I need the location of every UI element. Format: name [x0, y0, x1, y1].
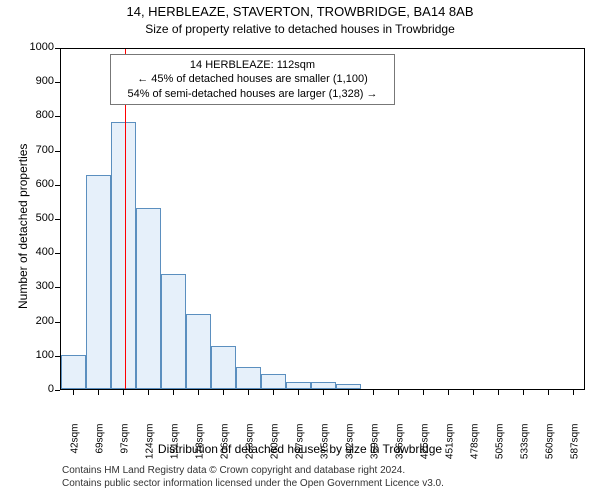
y-tick-mark — [55, 390, 60, 391]
histogram-bar — [161, 274, 186, 389]
x-tick-label: 69sqm — [94, 424, 105, 474]
x-tick-label: 560sqm — [544, 424, 555, 474]
x-tick-label: 287sqm — [294, 424, 305, 474]
histogram-bar — [336, 384, 361, 389]
x-tick-label: 206sqm — [219, 424, 230, 474]
y-tick-mark — [55, 219, 60, 220]
y-tick-mark — [55, 287, 60, 288]
x-tick-label: 42sqm — [69, 424, 80, 474]
annotation-box: 14 HERBLEAZE: 112sqm ← 45% of detached h… — [110, 54, 395, 105]
x-tick-label: 396sqm — [394, 424, 405, 474]
histogram-bar — [86, 175, 111, 389]
x-tick-label: 233sqm — [244, 424, 255, 474]
x-tick-label: 260sqm — [269, 424, 280, 474]
y-tick-label: 0 — [20, 383, 54, 395]
annotation-line-2: ← 45% of detached houses are smaller (1,… — [117, 72, 388, 86]
annotation-line-1: 14 HERBLEAZE: 112sqm — [117, 58, 388, 72]
x-tick-mark — [98, 390, 99, 395]
x-tick-label: 505sqm — [494, 424, 505, 474]
x-tick-mark — [148, 390, 149, 395]
x-tick-label: 478sqm — [469, 424, 480, 474]
x-tick-mark — [548, 390, 549, 395]
x-tick-label: 533sqm — [519, 424, 530, 474]
chart-subtitle: Size of property relative to detached ho… — [0, 22, 600, 36]
histogram-bar — [61, 355, 86, 389]
y-tick-label: 200 — [20, 315, 54, 327]
histogram-bar — [311, 382, 336, 389]
y-tick-label: 700 — [20, 144, 54, 156]
y-tick-label: 1000 — [20, 41, 54, 53]
x-tick-mark — [173, 390, 174, 395]
x-tick-mark — [248, 390, 249, 395]
y-tick-mark — [55, 253, 60, 254]
chart-title: 14, HERBLEAZE, STAVERTON, TROWBRIDGE, BA… — [0, 4, 600, 19]
x-tick-label: 315sqm — [319, 424, 330, 474]
x-tick-mark — [423, 390, 424, 395]
footer-line-2: Contains public sector information licen… — [62, 477, 444, 490]
histogram-bar — [111, 122, 136, 389]
y-tick-label: 400 — [20, 246, 54, 258]
x-tick-label: 178sqm — [194, 424, 205, 474]
x-tick-mark — [223, 390, 224, 395]
x-tick-mark — [498, 390, 499, 395]
x-tick-label: 425sqm — [419, 424, 430, 474]
y-tick-label: 300 — [20, 280, 54, 292]
x-tick-label: 151sqm — [169, 424, 180, 474]
y-tick-mark — [55, 116, 60, 117]
y-tick-label: 100 — [20, 349, 54, 361]
x-tick-mark — [298, 390, 299, 395]
y-tick-label: 600 — [20, 178, 54, 190]
y-tick-label: 800 — [20, 109, 54, 121]
x-tick-mark — [273, 390, 274, 395]
x-tick-label: 342sqm — [344, 424, 355, 474]
annotation-line-3: 54% of semi-detached houses are larger (… — [117, 87, 388, 101]
y-tick-mark — [55, 151, 60, 152]
y-tick-mark — [55, 185, 60, 186]
histogram-bar — [136, 208, 161, 389]
histogram-bar — [286, 382, 311, 389]
y-tick-mark — [55, 322, 60, 323]
x-tick-mark — [123, 390, 124, 395]
x-tick-mark — [473, 390, 474, 395]
x-tick-label: 369sqm — [369, 424, 380, 474]
histogram-bar — [211, 346, 236, 389]
histogram-bar — [186, 314, 211, 389]
x-tick-mark — [373, 390, 374, 395]
histogram-bar — [261, 374, 286, 389]
y-axis-label: Number of detached properties — [16, 109, 30, 309]
x-tick-mark — [348, 390, 349, 395]
x-tick-mark — [323, 390, 324, 395]
y-tick-mark — [55, 356, 60, 357]
x-tick-mark — [73, 390, 74, 395]
histogram-bar — [236, 367, 261, 389]
x-tick-mark — [398, 390, 399, 395]
y-tick-mark — [55, 82, 60, 83]
x-tick-label: 451sqm — [444, 424, 455, 474]
x-tick-label: 97sqm — [119, 424, 130, 474]
x-tick-label: 124sqm — [144, 424, 155, 474]
y-tick-label: 900 — [20, 75, 54, 87]
x-tick-label: 587sqm — [569, 424, 580, 474]
x-tick-mark — [573, 390, 574, 395]
y-tick-label: 500 — [20, 212, 54, 224]
y-tick-mark — [55, 48, 60, 49]
x-tick-mark — [448, 390, 449, 395]
x-tick-mark — [523, 390, 524, 395]
x-tick-mark — [198, 390, 199, 395]
